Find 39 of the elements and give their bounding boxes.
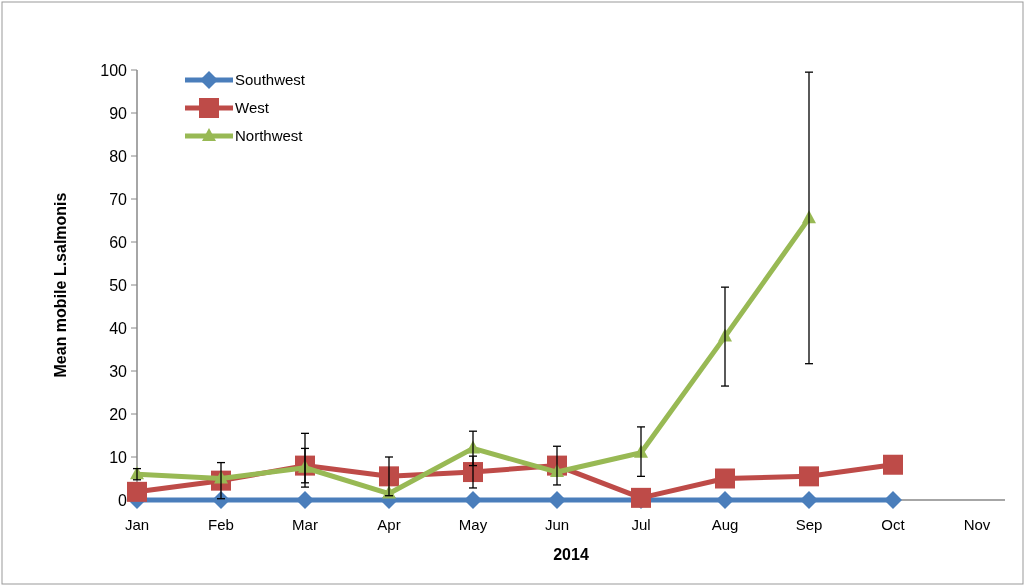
y-tick-label: 100 — [100, 61, 128, 79]
y-tick-label: 0 — [118, 491, 128, 509]
point — [716, 491, 734, 509]
y-tick-label: 10 — [109, 448, 128, 466]
x-tick-label: Jan — [124, 516, 150, 533]
x-axis-title: 2014 — [553, 546, 589, 563]
x-tick-label: Jul — [631, 516, 651, 533]
point — [296, 491, 314, 509]
x-tick-label: Jun — [544, 516, 570, 533]
point — [715, 468, 735, 489]
legend-label: Northwest — [235, 127, 304, 145]
x-tick-label: Apr — [377, 516, 401, 533]
y-tick-label: 40 — [109, 319, 128, 337]
y-tick-label: 80 — [109, 147, 128, 165]
y-axis-title: Mean mobile L.salmonis — [52, 192, 69, 378]
x-tick-label: Sep — [795, 516, 823, 533]
y-tick-label: 60 — [109, 233, 128, 251]
point — [883, 454, 903, 475]
legend-label: West — [235, 99, 270, 117]
point — [548, 491, 566, 509]
x-tick-label: Nov — [963, 516, 991, 533]
x-tick-label: Feb — [208, 516, 234, 533]
point — [379, 466, 399, 487]
y-tick-label: 70 — [109, 190, 128, 208]
y-tick-label: 50 — [109, 276, 128, 294]
point — [127, 481, 147, 502]
point — [799, 466, 819, 487]
legend-label: Southwest — [235, 71, 306, 89]
x-tick-label: May — [458, 516, 488, 533]
x-tick-label: Mar — [292, 516, 318, 533]
y-tick-label: 20 — [109, 405, 128, 423]
y-tick-label: 30 — [109, 362, 128, 380]
point — [800, 491, 818, 509]
y-tick-label: 90 — [109, 104, 128, 122]
x-tick-label: Aug — [711, 516, 739, 533]
point — [884, 491, 902, 509]
point — [464, 491, 482, 509]
point — [631, 487, 651, 508]
x-tick-label: Oct — [881, 516, 906, 533]
